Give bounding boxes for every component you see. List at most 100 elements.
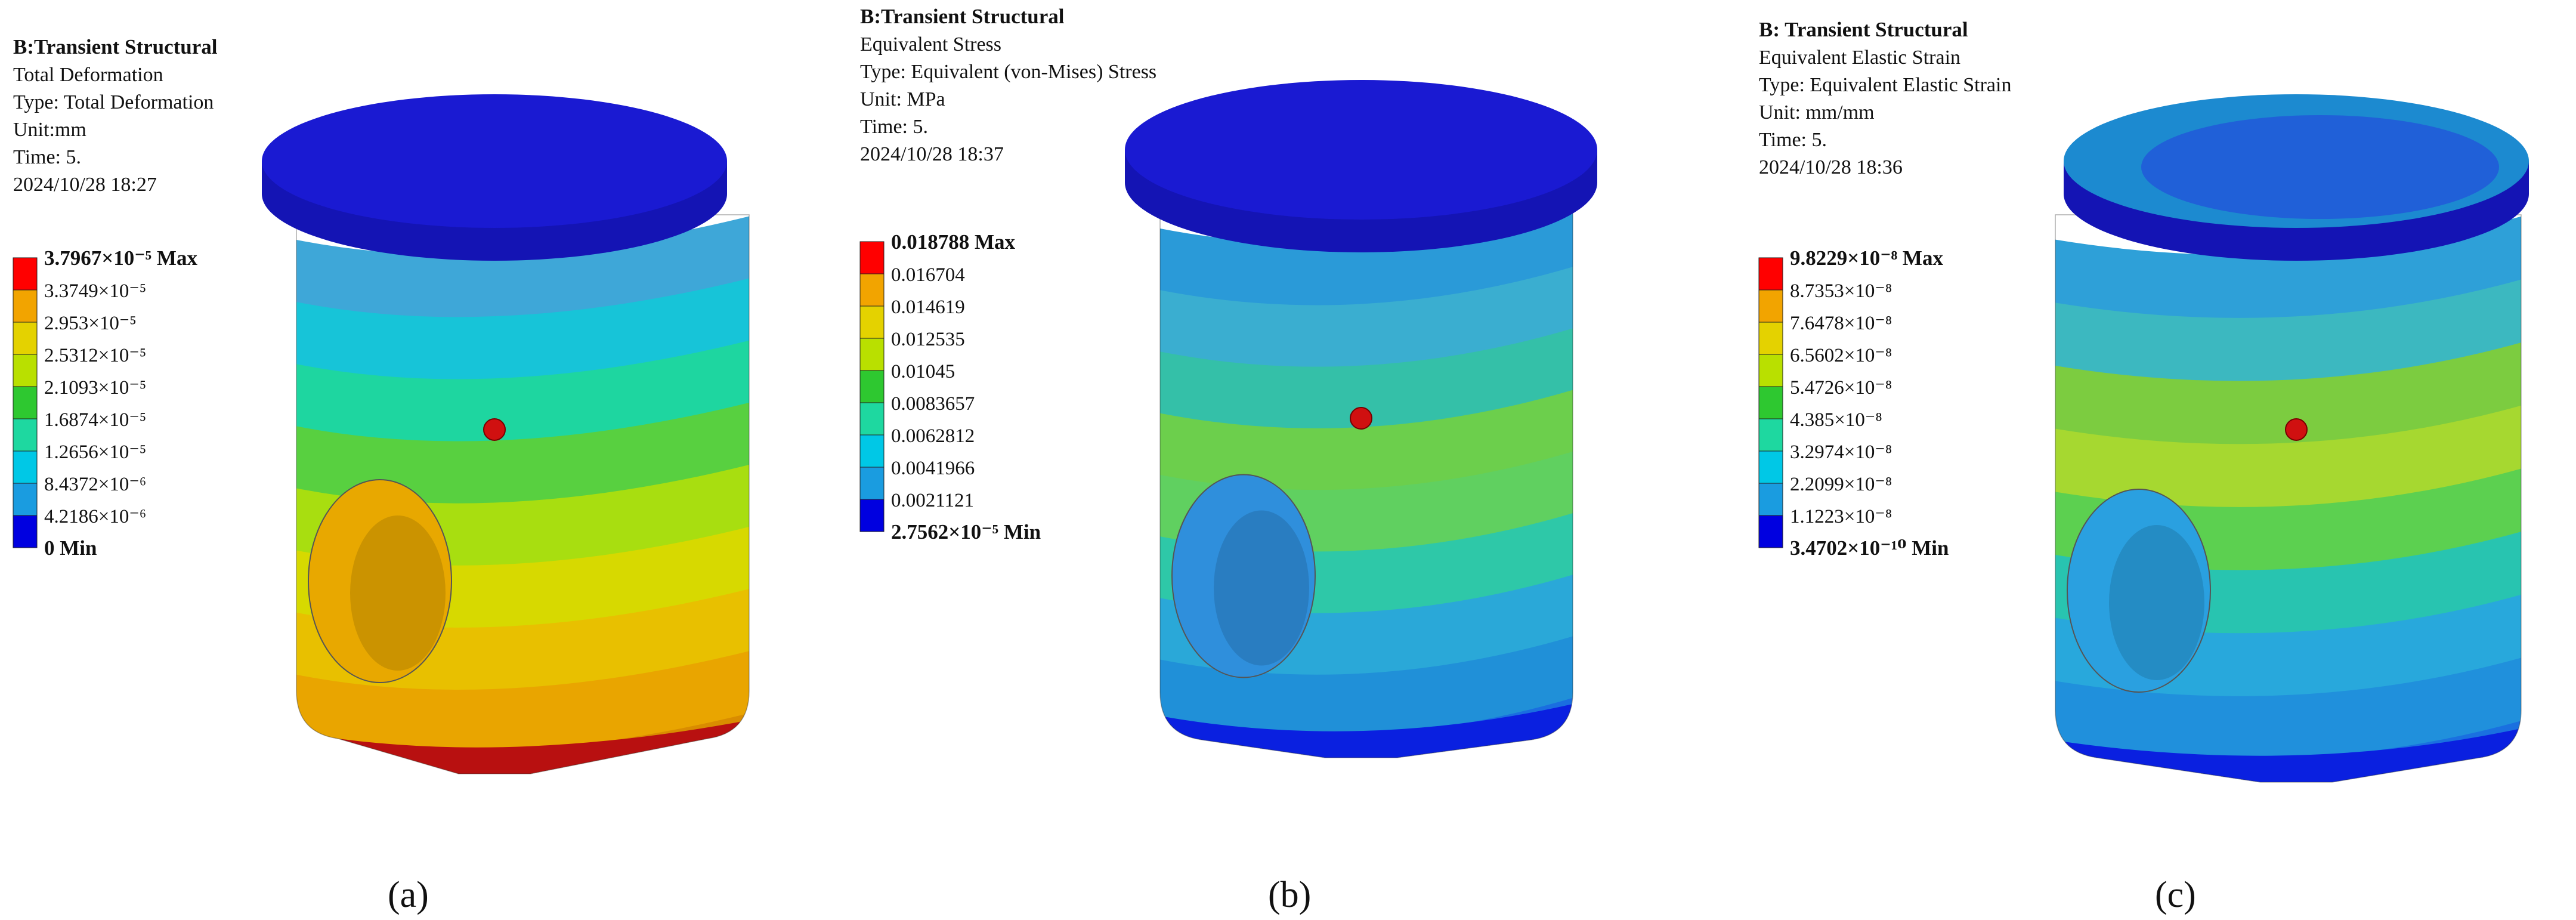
hole bbox=[1171, 474, 1316, 678]
legend-swatch bbox=[859, 241, 885, 274]
legend-swatch bbox=[1758, 322, 1783, 355]
legend-label: 4.385×10⁻⁸ bbox=[1790, 409, 1882, 431]
legend-swatch bbox=[1758, 386, 1783, 419]
legend-label: 1.2656×10⁻⁵ bbox=[44, 442, 146, 463]
hole-inner bbox=[1214, 510, 1309, 666]
header-line: 2024/10/28 18:37 bbox=[860, 143, 1004, 165]
model bbox=[1160, 203, 1573, 758]
legend-swatch bbox=[859, 273, 885, 307]
legend-swatch bbox=[859, 305, 885, 339]
header-line: Unit:mm bbox=[13, 119, 86, 141]
contour-band bbox=[2055, 404, 2521, 508]
legend-swatch bbox=[13, 515, 38, 548]
contour-band bbox=[1160, 203, 1573, 307]
caption: (a) bbox=[388, 875, 429, 915]
legend-swatch bbox=[13, 322, 38, 355]
legend-label: 8.7353×10⁻⁸ bbox=[1790, 280, 1892, 302]
header-title: B: Transient Structural bbox=[1759, 18, 1968, 41]
legend-swatch bbox=[1758, 483, 1783, 516]
legend-label: 0.018788 Max bbox=[891, 230, 1016, 254]
header-line: Unit: MPa bbox=[860, 88, 945, 110]
legend-label: 2.7562×10⁻⁵ Min bbox=[891, 520, 1041, 544]
legend-label: 3.2974×10⁻⁸ bbox=[1790, 442, 1892, 463]
caption: (b) bbox=[1268, 875, 1311, 915]
legend-label: 0.01045 bbox=[891, 361, 955, 382]
legend-label: 3.4702×10⁻¹⁰ Min bbox=[1790, 536, 1949, 560]
cap-top bbox=[1125, 80, 1597, 220]
header-line: Time: 5. bbox=[13, 146, 81, 168]
legend-label: 2.953×10⁻⁵ bbox=[44, 313, 137, 334]
contour-band bbox=[2055, 656, 2521, 761]
legend-label: 2.5312×10⁻⁵ bbox=[44, 345, 146, 366]
legend-swatch bbox=[859, 467, 885, 500]
legend-swatch bbox=[859, 402, 885, 436]
probe-point bbox=[483, 418, 506, 441]
hole-inner bbox=[350, 515, 446, 671]
header-line: Unit: mm/mm bbox=[1759, 101, 1875, 124]
legend-swatch bbox=[1758, 354, 1783, 387]
legend-label: 3.7967×10⁻⁵ Max bbox=[44, 246, 197, 270]
legend-label: 0 Min bbox=[44, 536, 97, 560]
contour-band bbox=[1160, 388, 1573, 492]
legend-swatch bbox=[13, 483, 38, 516]
legend-swatch bbox=[859, 434, 885, 468]
body-outline bbox=[2055, 214, 2522, 783]
legend-label: 8.4372×10⁻⁶ bbox=[44, 474, 146, 495]
header-line: Time: 5. bbox=[860, 116, 928, 138]
header-line: Time: 5. bbox=[1759, 129, 1827, 151]
legend-label: 1.6874×10⁻⁵ bbox=[44, 409, 146, 431]
legend-label: 0.016704 bbox=[891, 264, 965, 286]
legend-swatch bbox=[13, 289, 38, 323]
contour-band bbox=[1160, 326, 1573, 430]
contour-band bbox=[2055, 277, 2521, 382]
header-line: 2024/10/28 18:36 bbox=[1759, 156, 1903, 178]
hole bbox=[2067, 489, 2211, 693]
legend-label: 0.0021121 bbox=[891, 490, 974, 511]
body-outline bbox=[296, 214, 750, 774]
contour-band bbox=[1160, 265, 1573, 368]
contour-band bbox=[2055, 341, 2521, 446]
model bbox=[2055, 215, 2521, 782]
legend-swatch bbox=[1758, 515, 1783, 548]
legend-label: 2.2099×10⁻⁸ bbox=[1790, 474, 1892, 495]
contour-band bbox=[296, 339, 749, 443]
contour-band bbox=[296, 649, 749, 754]
legend-label: 0.0062812 bbox=[891, 425, 975, 447]
legend-label: 6.5602×10⁻⁸ bbox=[1790, 345, 1892, 366]
panel: B:Transient Structural Total Deformation T… bbox=[13, 35, 750, 915]
cap-top bbox=[262, 94, 727, 228]
hole bbox=[308, 479, 452, 683]
hole-inner bbox=[2109, 525, 2204, 680]
legend-label: 2.1093×10⁻⁵ bbox=[44, 377, 146, 399]
legend-label: 4.2186×10⁻⁶ bbox=[44, 506, 146, 527]
legend-label: 0.0041966 bbox=[891, 458, 975, 479]
probe-point bbox=[1350, 407, 1372, 430]
cap-top-inner bbox=[2141, 115, 2499, 219]
legend-swatch bbox=[13, 450, 38, 484]
header-line: Type: Total Deformation bbox=[13, 91, 214, 113]
panel: B: Transient Structural Equivalent Elasti… bbox=[1758, 18, 2529, 915]
legend-swatch bbox=[859, 338, 885, 371]
legend-label: 5.4726×10⁻⁸ bbox=[1790, 377, 1892, 399]
model bbox=[296, 215, 749, 774]
header-line: 2024/10/28 18:27 bbox=[13, 174, 157, 196]
legend-swatch bbox=[13, 386, 38, 419]
legend-label: 7.6478×10⁻⁸ bbox=[1790, 313, 1892, 334]
header-line: Equivalent Elastic Strain bbox=[1759, 47, 1960, 69]
contour-band bbox=[296, 277, 749, 381]
legend-label: 0.014619 bbox=[891, 297, 965, 318]
legend-label: 3.3749×10⁻⁵ bbox=[44, 280, 146, 302]
header-line: Type: Equivalent (von-Mises) Stress bbox=[860, 61, 1156, 83]
legend-swatch bbox=[1758, 289, 1783, 323]
contour-band bbox=[296, 401, 749, 505]
legend-label: 1.1223×10⁻⁸ bbox=[1790, 506, 1892, 527]
caption: (c) bbox=[2155, 875, 2196, 915]
legend-swatch bbox=[1758, 450, 1783, 484]
legend-swatch bbox=[859, 499, 885, 532]
legend-swatch bbox=[13, 418, 38, 452]
legend-label: 0.012535 bbox=[891, 329, 965, 350]
legend-swatch bbox=[13, 354, 38, 387]
contour-band bbox=[2055, 215, 2521, 319]
legend-swatch bbox=[13, 257, 38, 291]
